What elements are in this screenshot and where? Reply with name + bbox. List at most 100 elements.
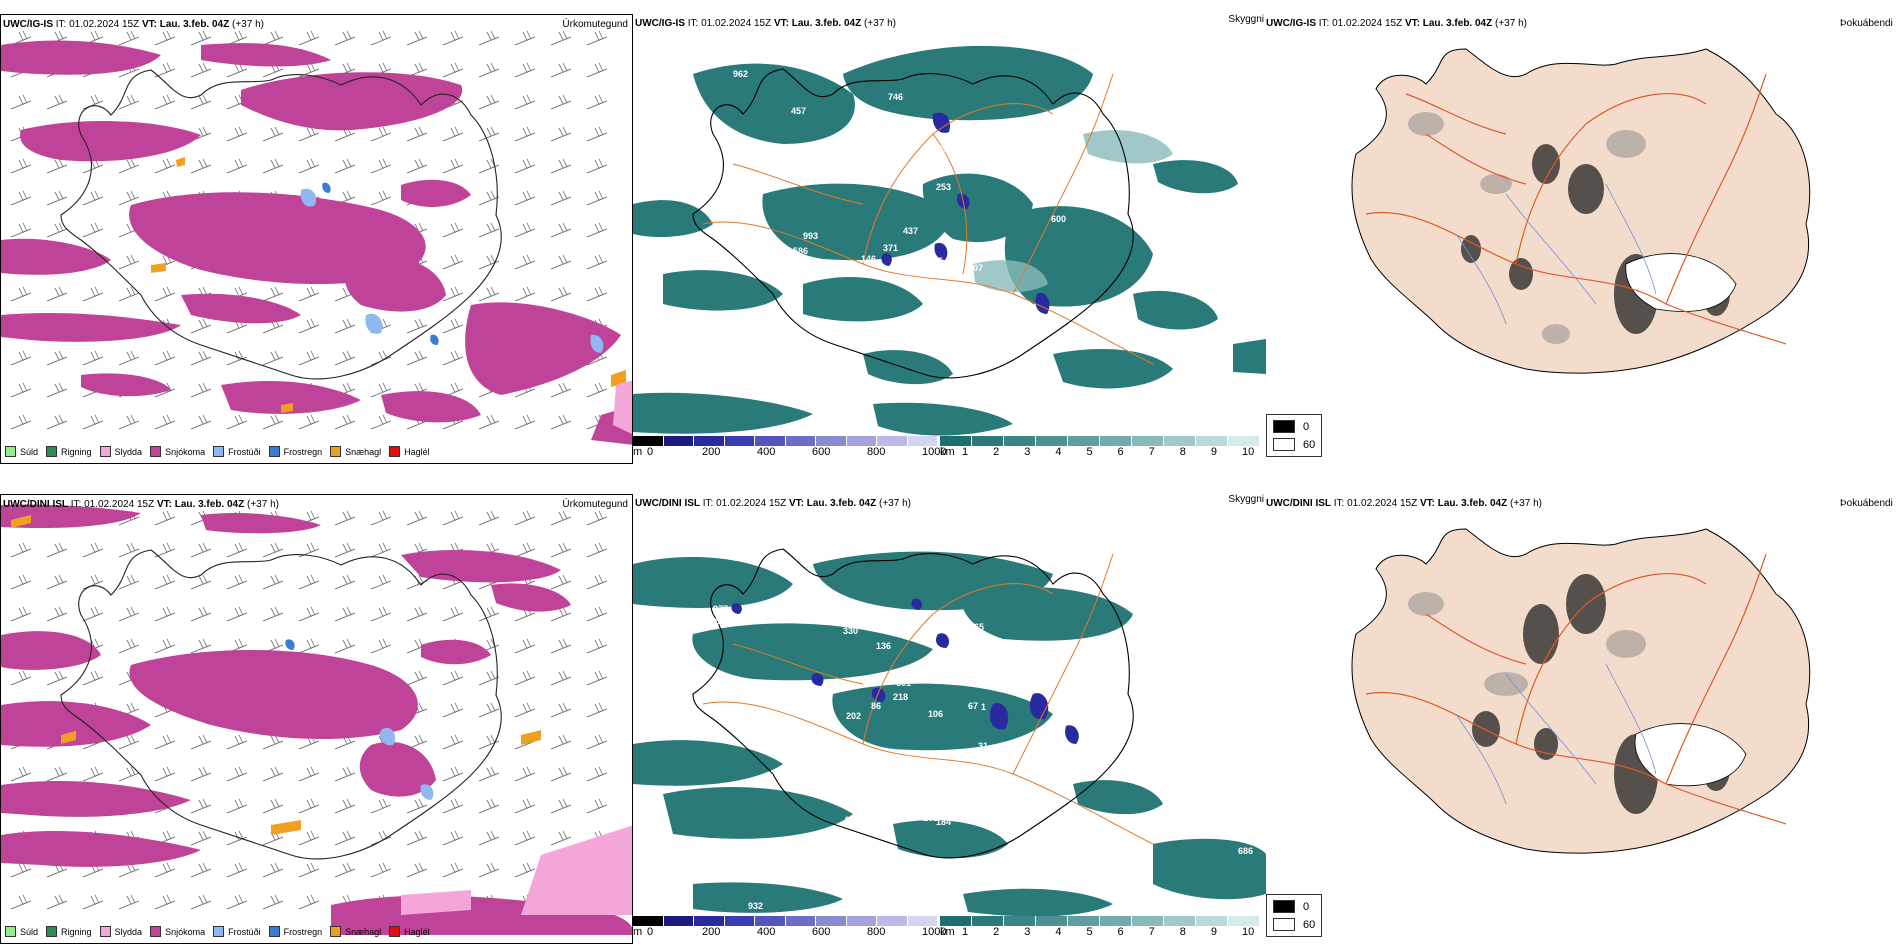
legend-label: Snjókoma — [165, 926, 206, 937]
legend-label: 0 — [1303, 900, 1310, 913]
visibility-value-label: 178 — [949, 296, 964, 306]
colorbar-segment — [877, 436, 908, 446]
precip-legend-item: Snæhagl — [330, 926, 381, 937]
visibility-value-label: 820 — [1245, 791, 1260, 801]
visibility-value-label: 31 — [978, 741, 988, 751]
precip-legend-item: Rigning — [46, 446, 92, 457]
colorbar-tick-label: 600 — [812, 926, 831, 938]
colorbar-tick-label: 8 — [1179, 926, 1186, 938]
legend-swatch — [1273, 918, 1295, 931]
visibility-value-label: 600 — [1051, 214, 1066, 224]
visibility-value-label: 107 — [968, 263, 983, 273]
colorbar-segment — [694, 436, 725, 446]
visibility-value-label: 488 — [846, 129, 861, 139]
legend-swatch — [389, 926, 401, 937]
colorbar-segment — [816, 436, 847, 446]
colorbar-tick-label: 5 — [1086, 446, 1093, 458]
colorbar-segment — [1068, 916, 1100, 926]
panel-title: Úrkomutegund — [562, 19, 628, 30]
colorbar-tick-label: 400 — [757, 446, 776, 458]
colorbar-tick-label: 0 — [647, 446, 654, 458]
panel-title: Þokuábendi — [1840, 498, 1893, 509]
colorbar-segment — [663, 916, 694, 926]
legend-swatch — [150, 446, 162, 457]
coastline — [60, 69, 502, 380]
fog-legend-item: 60 — [1273, 918, 1315, 931]
visibility-value-label: 371 — [883, 243, 898, 253]
legend-swatch — [150, 926, 162, 937]
colorbar-segment — [1196, 436, 1228, 446]
precip-legend-item: Frostregn — [268, 926, 322, 937]
colorbar-segment — [724, 916, 755, 926]
visibility-value-label: 911 — [793, 873, 808, 883]
precip-legend-item: Slydda — [99, 446, 142, 457]
visibility-value-label: 895 — [853, 807, 868, 817]
visibility-value-label: 959 — [938, 521, 953, 531]
colorbar-tick-label: 200 — [702, 446, 721, 458]
colorbar-tick-label: 600 — [812, 446, 831, 458]
visibility-map-canvas: 903 959 977 601 390 330 174 165 136 231 601 218 86 20… — [633, 521, 1266, 917]
fog-map-canvas — [1351, 528, 1811, 854]
visibility-value-label: 145 — [928, 256, 943, 266]
visibility-value-label: 136 — [876, 641, 891, 651]
legend-label: Snæhagl — [345, 926, 382, 937]
legend-swatch — [1273, 420, 1295, 433]
colorbar-tick-label: 5 — [1086, 926, 1093, 938]
colorbar-segment — [724, 436, 755, 446]
panel-title: Þokuábendi — [1840, 18, 1893, 29]
visibility-colorbar-km — [940, 916, 1260, 926]
colorbar-segment — [1100, 916, 1132, 926]
colorbar-segment — [785, 916, 816, 926]
visibility-value-label: 457 — [791, 106, 806, 116]
panel-title: Úrkomutegund — [562, 499, 628, 510]
visibility-value-label: 437 — [903, 226, 918, 236]
panel-header: UWC/DINI ISL IT: 01.02.2024 15Z VT: Lau.… — [3, 499, 279, 510]
visibility-colorbar-m-labels: m 0 200 400 600 800 1000 — [633, 446, 946, 460]
legend-label: 0 — [1303, 420, 1310, 433]
visibility-value-label: 882 — [1161, 826, 1176, 836]
visibility-value-label: 442 — [928, 791, 943, 801]
legend-label: Snæhagl — [345, 446, 382, 457]
legend-label: Frostúði — [228, 926, 261, 937]
colorbar-unit: km — [940, 926, 955, 938]
colorbar-segment — [972, 436, 1004, 446]
precip-legend-item: Snjókoma — [150, 446, 205, 457]
precip-legend-item: Frostúði — [213, 446, 261, 457]
visibility-value-label: 174 — [939, 621, 954, 631]
colorbar-tick-label: 1000 — [922, 926, 947, 938]
visibility-value-label: 101 — [923, 813, 938, 823]
colorbar-tick-label: 9 — [1210, 926, 1217, 938]
colorbar-tick-label: 1 — [962, 926, 969, 938]
precip-legend-item: Haglél — [389, 926, 430, 937]
legend-label: Frostregn — [283, 446, 323, 457]
precip-legend-item: Haglél — [389, 446, 430, 457]
coastline — [60, 549, 502, 860]
colorbar-segment — [1068, 436, 1100, 446]
colorbar-tick-label: 2 — [993, 926, 1000, 938]
colorbar-segment — [633, 916, 664, 926]
visibility-value-label: 601 — [715, 616, 730, 626]
precip-legend-item: Snæhagl — [330, 446, 381, 457]
colorbar-segment — [1132, 436, 1164, 446]
colorbar-segment — [1164, 916, 1196, 926]
visibility-value-label: 105 — [929, 269, 944, 279]
visibility-colorbar-km-labels: km 1 2 3 4 5 6 7 8 9 10 — [940, 446, 1260, 460]
legend-label: Frostúði — [228, 446, 261, 457]
panel-header: UWC/IG-IS IT: 01.02.2024 15Z VT: Lau. 3.… — [635, 18, 896, 29]
visibility-value-label: 586 — [793, 246, 808, 256]
colorbar-segment — [816, 916, 847, 926]
colorbar-segment — [1132, 916, 1164, 926]
colorbar-segment — [846, 436, 877, 446]
fog-legend: 0 60 — [1266, 414, 1323, 457]
colorbar-segment — [907, 916, 938, 926]
legend-label: Rigning — [61, 926, 92, 937]
legend-label: 60 — [1303, 438, 1316, 451]
visibility-value-label: 601 — [896, 678, 911, 688]
colorbar-segment — [1196, 916, 1228, 926]
visibility-value-label: 977 — [713, 604, 728, 614]
legend-label: 60 — [1303, 918, 1316, 931]
colorbar-tick-label: 400 — [757, 926, 776, 938]
colorbar-tick-label: 9 — [1210, 446, 1217, 458]
visibility-value-label: 86 — [871, 701, 881, 711]
colorbar-segment — [1004, 436, 1036, 446]
